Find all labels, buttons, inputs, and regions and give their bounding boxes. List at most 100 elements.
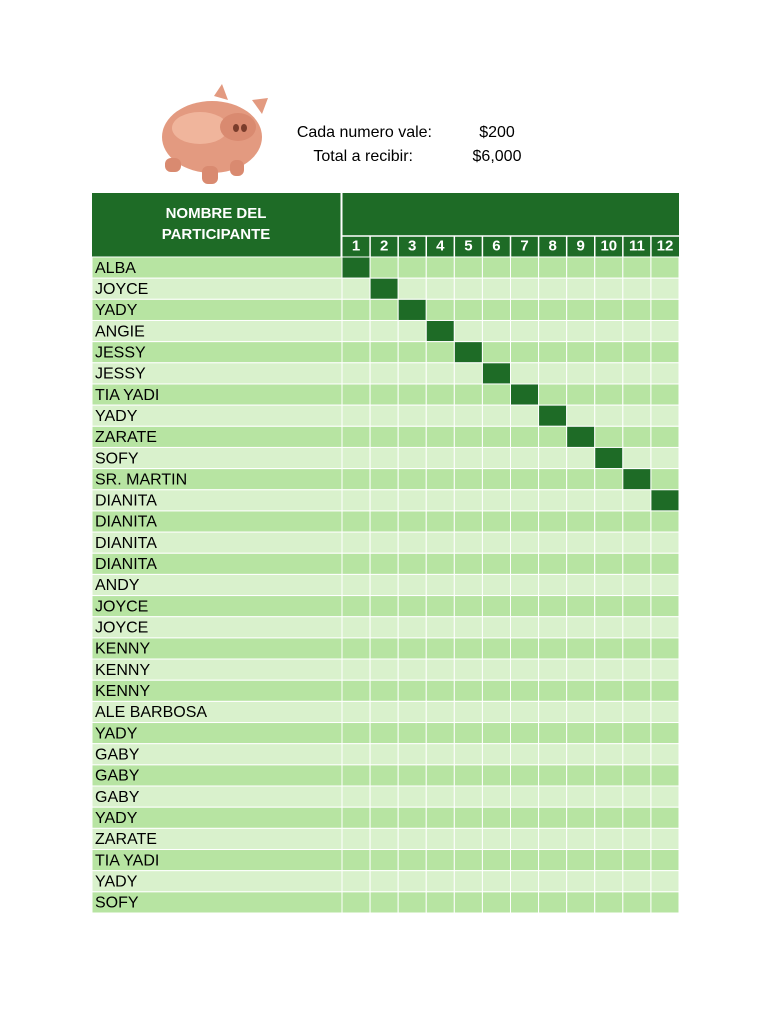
cell	[397, 298, 427, 321]
cell	[453, 256, 483, 279]
cell	[453, 700, 483, 724]
cell	[566, 510, 596, 533]
cell	[453, 510, 483, 533]
participant-name: JOYCE	[95, 598, 148, 615]
cell	[425, 764, 455, 787]
cell	[510, 870, 540, 893]
cell	[397, 362, 427, 385]
cell	[425, 510, 455, 533]
cell	[622, 489, 652, 512]
cell	[341, 637, 371, 660]
cell	[622, 383, 652, 406]
cell	[538, 489, 568, 512]
cell	[369, 595, 399, 618]
cell	[510, 446, 540, 470]
cell	[538, 637, 568, 660]
cell	[622, 319, 652, 343]
cell	[369, 341, 399, 364]
cell	[622, 700, 652, 724]
cell	[594, 827, 624, 851]
cell	[397, 468, 427, 491]
cell	[622, 616, 652, 639]
cell	[425, 552, 455, 575]
cell	[566, 383, 596, 406]
cell	[369, 722, 399, 745]
cell	[369, 425, 399, 448]
cell	[341, 722, 371, 745]
cell	[425, 849, 455, 872]
cell	[341, 552, 371, 575]
cell	[453, 849, 483, 872]
table-body: 1 2 3 4 5 6 7 8 9 10 11 12ALBAJOYCEYADYANGIEJESSYJE…	[91, 235, 680, 914]
cell	[566, 298, 596, 321]
cell	[453, 404, 483, 427]
cell	[341, 573, 371, 597]
cell	[594, 341, 624, 364]
cell	[481, 849, 511, 872]
cell	[650, 404, 680, 427]
amount: $6,000	[473, 148, 522, 165]
cell	[566, 552, 596, 575]
cell	[341, 891, 371, 914]
cell	[622, 404, 652, 427]
cell	[369, 573, 399, 597]
cell	[566, 722, 596, 745]
cell	[369, 489, 399, 512]
cell	[510, 468, 540, 491]
cell	[650, 722, 680, 745]
cell	[397, 827, 427, 851]
cell	[622, 446, 652, 470]
cell	[510, 827, 540, 851]
cell	[594, 891, 624, 914]
cell	[369, 870, 399, 893]
cell	[594, 700, 624, 724]
cell	[453, 743, 483, 766]
cell	[566, 362, 596, 385]
cell	[341, 277, 371, 300]
cell	[650, 531, 680, 554]
cell	[425, 595, 455, 618]
cell	[622, 764, 652, 787]
cell	[650, 573, 680, 597]
cell	[510, 743, 540, 766]
cell	[538, 573, 568, 597]
cell	[538, 425, 568, 448]
cell	[510, 425, 540, 448]
cell	[341, 849, 371, 872]
column-number: 12	[657, 237, 674, 254]
cell	[397, 870, 427, 893]
cell	[594, 383, 624, 406]
cell	[453, 468, 483, 491]
cell	[510, 277, 540, 300]
cell	[397, 785, 427, 808]
cell	[369, 743, 399, 766]
cell	[369, 468, 399, 491]
cell	[650, 764, 680, 787]
cell	[566, 849, 596, 872]
cell	[538, 806, 568, 829]
cell	[397, 383, 427, 406]
participant-name: ANGIE	[95, 323, 145, 340]
participant-name: GABY	[95, 768, 140, 785]
cell	[650, 319, 680, 343]
cell	[594, 573, 624, 597]
cell	[453, 891, 483, 914]
column-number: 8	[548, 237, 556, 254]
cell	[481, 341, 511, 364]
cell	[622, 827, 652, 851]
participant-name: DIANITA	[95, 493, 157, 510]
cell	[425, 658, 455, 681]
cell	[622, 468, 652, 491]
cell	[397, 256, 427, 279]
cell	[481, 722, 511, 745]
cell	[538, 870, 568, 893]
cell	[538, 468, 568, 491]
cell	[369, 298, 399, 321]
cell	[341, 658, 371, 681]
cell	[425, 743, 455, 766]
cell	[481, 700, 511, 724]
cell	[538, 446, 568, 470]
cell	[481, 870, 511, 893]
cell	[566, 277, 596, 300]
cell	[397, 319, 427, 343]
